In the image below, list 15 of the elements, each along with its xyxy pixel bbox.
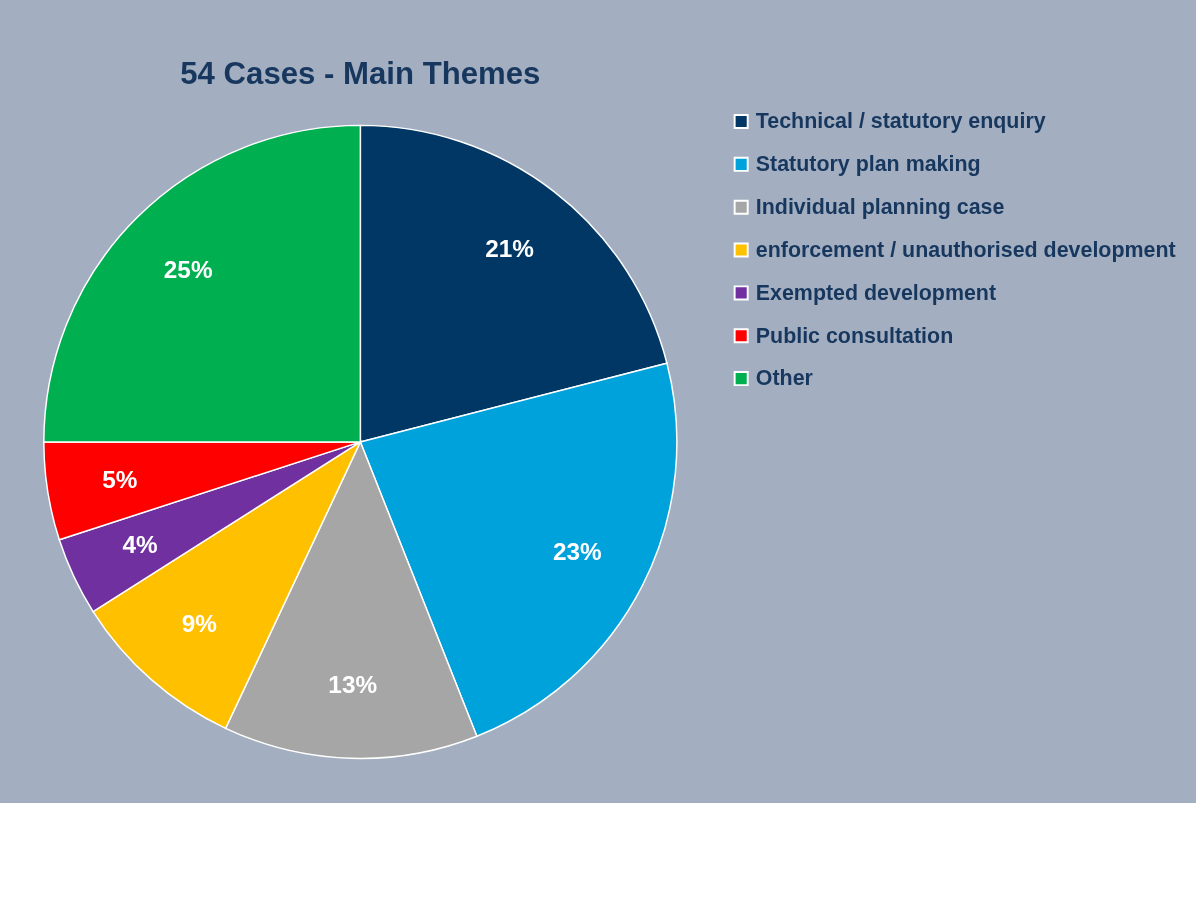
data-label: 23% (552, 538, 602, 566)
data-label: 13% (328, 671, 378, 699)
data-label: 9% (181, 610, 217, 638)
legend-label: Technical / statutory enquiry (755, 109, 1046, 134)
legend-label: Statutory plan making (755, 152, 981, 177)
data-label: 4% (122, 531, 158, 559)
legend-label: Individual planning case (755, 195, 1005, 220)
legend-label: Other (755, 366, 813, 391)
data-label: 5% (102, 465, 138, 493)
legend-label: enforcement / unauthorised development (755, 237, 1176, 262)
data-label: 21% (485, 235, 534, 263)
legend-label: Exempted development (755, 280, 997, 305)
chart-title: 54 Cases - Main Themes (180, 56, 541, 92)
data-label: 25% (163, 255, 213, 283)
legend-label: Public consultation (755, 323, 954, 348)
